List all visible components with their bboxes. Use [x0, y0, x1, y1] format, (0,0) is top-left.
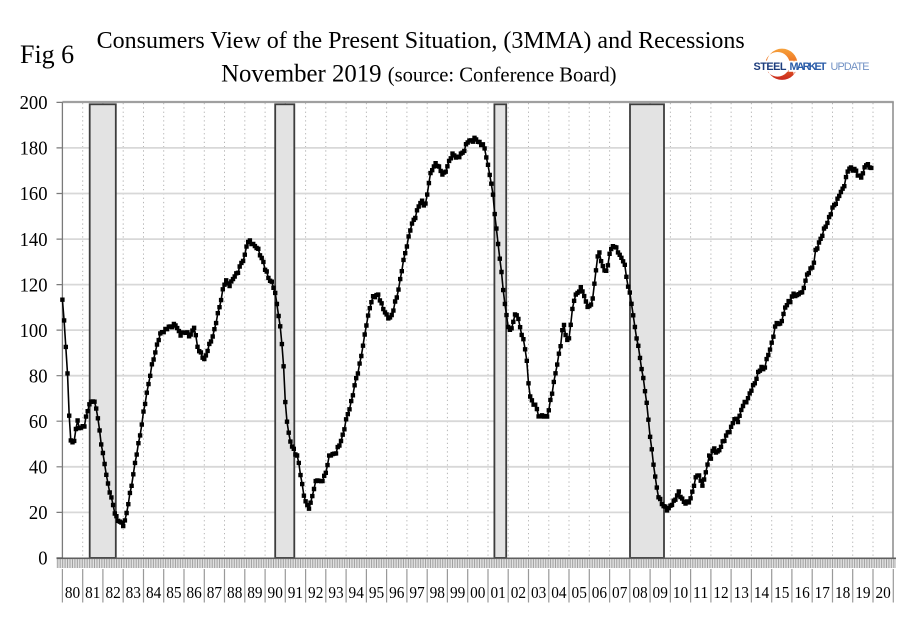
svg-text:60: 60	[29, 411, 48, 433]
svg-text:200: 200	[20, 92, 48, 114]
svg-text:84: 84	[146, 583, 162, 602]
svg-text:15: 15	[774, 583, 789, 602]
svg-text:19: 19	[855, 583, 870, 602]
svg-text:UPDATE: UPDATE	[831, 61, 870, 73]
svg-text:18: 18	[835, 583, 850, 602]
svg-text:20: 20	[29, 502, 48, 524]
svg-text:87: 87	[207, 583, 223, 602]
svg-text:12: 12	[713, 583, 728, 602]
svg-text:Consumers View of the Present: Consumers View of the Present Situation,…	[97, 28, 745, 54]
svg-text:02: 02	[511, 583, 526, 602]
svg-text:91: 91	[288, 583, 303, 602]
svg-text:92: 92	[308, 583, 323, 602]
svg-text:93: 93	[328, 583, 343, 602]
svg-text:83: 83	[126, 583, 141, 602]
svg-text:11: 11	[693, 583, 708, 602]
svg-text:STEEL: STEEL	[754, 61, 787, 73]
svg-text:03: 03	[531, 583, 546, 602]
svg-text:99: 99	[450, 583, 465, 602]
svg-text:06: 06	[592, 583, 608, 602]
svg-text:90: 90	[268, 583, 283, 602]
svg-text:95: 95	[369, 583, 384, 602]
svg-text:140: 140	[20, 229, 48, 251]
svg-text:120: 120	[20, 274, 48, 296]
svg-text:81: 81	[85, 583, 100, 602]
svg-text:82: 82	[105, 583, 120, 602]
svg-text:89: 89	[247, 583, 262, 602]
svg-text:13: 13	[734, 583, 749, 602]
svg-text:16: 16	[794, 583, 810, 602]
svg-text:November 2019 (source: Confere: November 2019 (source: Conference Board)	[221, 60, 616, 87]
svg-text:00: 00	[470, 583, 485, 602]
svg-text:07: 07	[612, 583, 628, 602]
svg-text:98: 98	[430, 583, 445, 602]
svg-text:97: 97	[409, 583, 425, 602]
svg-text:10: 10	[673, 583, 688, 602]
svg-text:STEEL: STEEL	[754, 61, 787, 73]
svg-text:01: 01	[490, 583, 505, 602]
svg-text:88: 88	[227, 583, 242, 602]
svg-text:80: 80	[65, 583, 80, 602]
svg-text:40: 40	[29, 457, 48, 479]
svg-text:96: 96	[389, 583, 405, 602]
svg-text:94: 94	[349, 583, 365, 602]
svg-text:14: 14	[754, 583, 770, 602]
svg-text:MARKET: MARKET	[790, 61, 827, 73]
svg-text:Fig 6: Fig 6	[20, 40, 74, 69]
svg-text:09: 09	[653, 583, 668, 602]
svg-text:20: 20	[875, 583, 890, 602]
svg-text:180: 180	[20, 138, 48, 160]
svg-text:86: 86	[186, 583, 202, 602]
svg-text:100: 100	[20, 320, 48, 342]
svg-text:08: 08	[632, 583, 647, 602]
svg-text:85: 85	[166, 583, 181, 602]
svg-text:80: 80	[29, 365, 48, 387]
svg-text:04: 04	[551, 583, 567, 602]
svg-text:0: 0	[38, 548, 47, 570]
svg-text:MARKET: MARKET	[790, 61, 827, 73]
svg-text:UPDATE: UPDATE	[831, 61, 870, 73]
svg-text:160: 160	[20, 183, 48, 205]
svg-text:05: 05	[572, 583, 587, 602]
svg-text:17: 17	[815, 583, 831, 602]
